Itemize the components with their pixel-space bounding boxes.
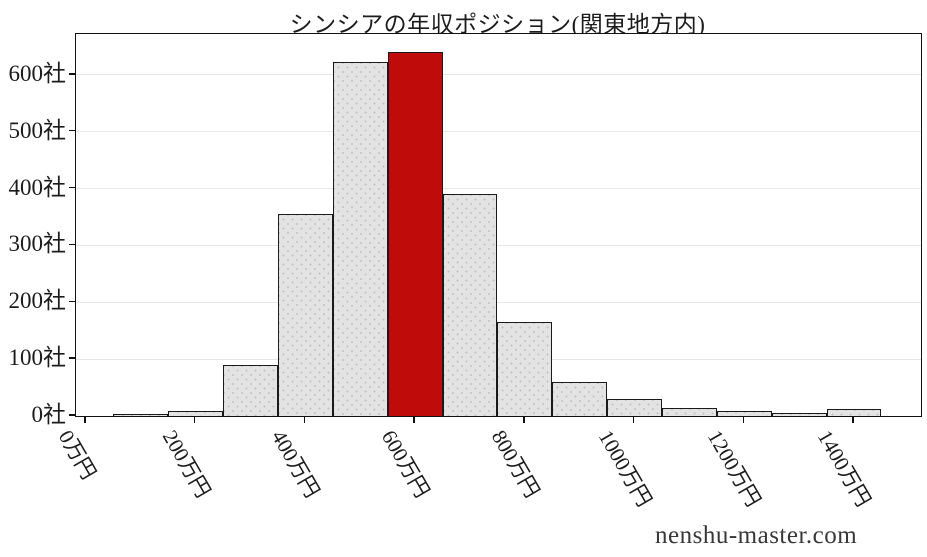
bar-300万円 [223, 364, 278, 416]
bar-1000万円 [607, 398, 663, 416]
y-tick-mark-300 [69, 243, 75, 246]
y-tick-label-300: 300社 [8, 231, 67, 257]
y-tick-mark-100 [69, 357, 75, 359]
x-tick-mark-1400 [852, 416, 854, 423]
x-tick-mark-0 [84, 416, 86, 423]
y-tick-mark-400 [69, 186, 75, 189]
bar-200万円 [168, 411, 224, 416]
bar-1100万円 [662, 408, 717, 416]
x-tick-label-1200: 1200万円 [703, 426, 766, 511]
bar-500万円 [332, 61, 388, 416]
gridline-500 [76, 131, 921, 133]
x-tick-label-0: 0万円 [53, 426, 101, 484]
y-tick-label-500: 500社 [8, 117, 67, 143]
bar-900万円 [552, 381, 608, 416]
gridline-600 [76, 74, 921, 76]
x-tick-label-600: 600万円 [376, 426, 435, 502]
watermark-text: nenshu-master.com [655, 522, 858, 549]
y-tick-mark-500 [69, 130, 75, 132]
x-tick-mark-1200 [742, 416, 744, 423]
gridline-300 [76, 244, 921, 246]
gridline-200 [76, 301, 921, 303]
chart-title: シンシアの年収ポジション(関東地方内) [289, 12, 706, 37]
x-tick-mark-800 [523, 416, 525, 423]
x-tick-mark-1000 [632, 416, 635, 423]
bar-1200万円 [716, 411, 772, 416]
gridline-400 [76, 188, 921, 190]
x-tick-mark-600 [413, 416, 415, 423]
bar-800万円 [497, 322, 553, 416]
x-tick-label-1400: 1400万円 [812, 426, 876, 511]
y-tick-mark-200 [69, 300, 75, 302]
y-tick-label-400: 400社 [8, 174, 67, 200]
bar-1300万円 [771, 413, 827, 416]
bar-700万円 [442, 193, 498, 416]
bar-400万円 [278, 214, 333, 416]
plot-area [75, 33, 922, 417]
x-tick-label-400: 400万円 [267, 426, 325, 502]
x-tick-mark-200 [194, 416, 196, 423]
y-tick-mark-600 [69, 73, 75, 75]
bar-100万円 [113, 414, 169, 416]
x-tick-mark-400 [303, 416, 306, 423]
bar-1400万円 [826, 408, 882, 416]
x-tick-label-200: 200万円 [157, 426, 215, 502]
y-tick-label-100: 100社 [8, 345, 67, 371]
y-tick-label-0: 0社 [31, 402, 67, 427]
y-tick-mark-0 [69, 414, 75, 416]
y-tick-label-200: 200社 [8, 288, 67, 314]
x-tick-label-1000: 1000万円 [593, 426, 657, 511]
y-tick-label-600: 600社 [8, 60, 67, 86]
x-tick-label-800: 800万円 [486, 426, 545, 502]
highlighted-bar-600万円 [387, 51, 443, 416]
